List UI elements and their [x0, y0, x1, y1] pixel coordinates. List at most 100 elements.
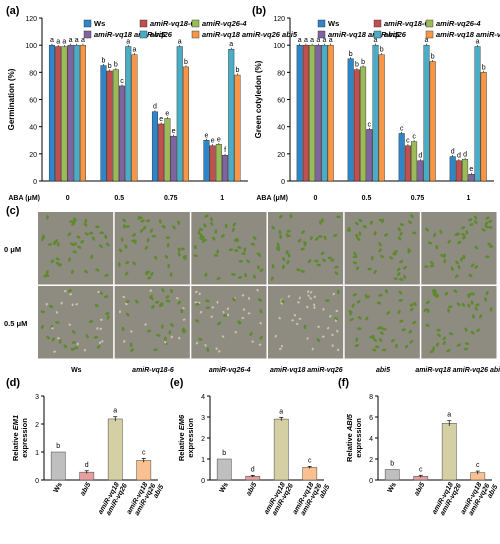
significance-letter: a [425, 37, 429, 44]
bar [398, 133, 405, 182]
seedling [322, 307, 325, 311]
seedling [177, 300, 182, 305]
seedling [234, 330, 237, 334]
seedling [121, 326, 125, 332]
category-label-line: Ws [53, 481, 64, 494]
seedling [397, 309, 401, 315]
seedling [471, 314, 475, 319]
bar [378, 54, 385, 182]
seedling [481, 228, 486, 232]
category-label-line: abi5 [245, 481, 258, 497]
seedling [474, 245, 479, 250]
seedling [408, 220, 412, 224]
y-tick-label: 2 [201, 436, 205, 443]
bar [216, 458, 232, 481]
bar [176, 46, 183, 182]
seedling [259, 268, 264, 273]
significance-letter: a [69, 37, 73, 44]
seedling [84, 269, 88, 274]
bar [296, 44, 303, 182]
seedling [58, 339, 62, 344]
seedling [177, 247, 181, 252]
seedling [71, 222, 76, 226]
seedling [378, 248, 382, 253]
seedling [470, 330, 475, 335]
bar [417, 160, 424, 182]
seedling [407, 249, 411, 254]
seedling [270, 276, 274, 281]
seedling [76, 235, 81, 239]
category-label: 0 [66, 195, 70, 202]
seedling [370, 255, 374, 261]
seedling [57, 263, 63, 267]
significance-letter: a [329, 37, 333, 44]
seedling [489, 245, 494, 248]
seedling [373, 231, 377, 236]
seedling [70, 242, 74, 246]
seedling [296, 268, 301, 272]
seedling [54, 239, 58, 244]
seedling [46, 215, 49, 220]
seedling [309, 297, 312, 300]
seedling [314, 259, 319, 263]
seedling [99, 327, 102, 331]
column-label: amiR-vq18-6 [132, 367, 174, 374]
seedling [356, 237, 361, 241]
seedling [123, 224, 126, 229]
seedling [280, 302, 283, 305]
significance-letter: a [178, 39, 182, 46]
gene-name: ABI5 [345, 413, 354, 432]
bar [411, 141, 418, 182]
seedling [485, 255, 490, 259]
seedling [97, 290, 101, 294]
legend-swatch [425, 19, 434, 28]
seedling [182, 307, 185, 310]
seedling [429, 264, 435, 268]
seedling [357, 327, 362, 331]
significance-letter: c [406, 138, 410, 145]
seedling [352, 293, 357, 297]
seedling [84, 232, 89, 236]
seedling [485, 291, 489, 296]
seedling [309, 291, 313, 294]
seedling [323, 235, 327, 240]
seedling [125, 302, 128, 306]
legend-entry: amiR-vq26-4 [202, 19, 247, 28]
seedling [276, 242, 280, 247]
seedling [364, 293, 368, 299]
seedling [213, 254, 219, 257]
significance-letter: a [279, 408, 283, 415]
significance-letter: d [418, 153, 422, 160]
y-tick-label: 0 [201, 478, 205, 485]
significance-letter: b [101, 58, 105, 65]
seedling [336, 289, 340, 295]
seedling [336, 329, 339, 333]
seedling [409, 307, 414, 312]
seedling [259, 335, 263, 340]
y-tick-label: 120 [273, 16, 285, 23]
seedling [118, 248, 123, 253]
seedling [41, 236, 44, 242]
seedling [286, 260, 290, 265]
seedling [393, 277, 398, 280]
seedling [456, 343, 461, 347]
seedling [194, 244, 197, 250]
row-label: 0.5 μM [4, 319, 27, 328]
seedling [251, 340, 255, 343]
y-axis-label: Relative ABI5expression [345, 413, 363, 462]
seedling [165, 295, 170, 299]
seedling [40, 310, 45, 314]
panel-label-a: (a) [6, 5, 20, 17]
seedling [210, 217, 214, 222]
legend-swatch [425, 30, 434, 39]
seedling [200, 235, 205, 239]
significance-letter: c [368, 121, 372, 128]
seedling [487, 242, 492, 246]
seedling [202, 238, 207, 242]
seedling [281, 299, 285, 304]
seedling [232, 297, 236, 302]
seedling [334, 319, 337, 323]
seedling [355, 337, 359, 342]
